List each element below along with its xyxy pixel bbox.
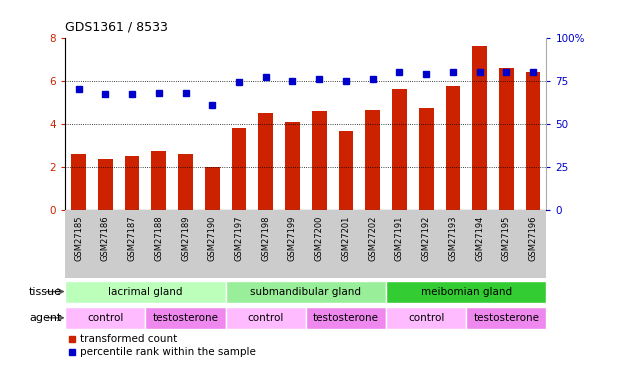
Bar (386, 280, 546, 303)
Bar (65, 307, 145, 329)
Bar (466, 307, 546, 329)
Text: transformed count: transformed count (79, 334, 177, 344)
Bar (152, 151, 166, 210)
Bar (65, 280, 225, 303)
Bar (306, 307, 386, 329)
Text: GSM27201: GSM27201 (342, 215, 350, 261)
Text: submandibular gland: submandibular gland (250, 286, 361, 297)
Text: testosterone: testosterone (473, 313, 540, 323)
Bar (386, 307, 466, 329)
Text: tissue: tissue (29, 286, 62, 297)
Text: GSM27199: GSM27199 (288, 215, 297, 261)
Bar (125, 156, 139, 210)
Bar (392, 89, 407, 210)
Text: GSM27196: GSM27196 (528, 215, 538, 261)
Bar (98, 159, 112, 210)
Bar (205, 167, 220, 210)
Bar (338, 131, 353, 210)
Bar (419, 108, 433, 210)
Bar (71, 154, 86, 210)
Bar (258, 113, 273, 210)
Bar (232, 128, 247, 210)
Text: GSM27190: GSM27190 (208, 215, 217, 261)
Text: testosterone: testosterone (153, 313, 219, 323)
Bar (145, 307, 225, 329)
Text: control: control (248, 313, 284, 323)
Text: GSM27187: GSM27187 (127, 215, 137, 261)
Text: GSM27192: GSM27192 (422, 215, 430, 261)
Text: control: control (87, 313, 124, 323)
Text: GSM27188: GSM27188 (154, 215, 163, 261)
Text: GSM27189: GSM27189 (181, 215, 190, 261)
Bar (225, 307, 306, 329)
Text: GSM27185: GSM27185 (74, 215, 83, 261)
Bar (178, 154, 193, 210)
Bar (499, 68, 514, 210)
Text: GSM27198: GSM27198 (261, 215, 270, 261)
Text: control: control (408, 313, 445, 323)
Text: meibomian gland: meibomian gland (420, 286, 512, 297)
Text: agent: agent (30, 313, 62, 323)
Text: GDS1361 / 8533: GDS1361 / 8533 (65, 21, 168, 34)
Bar (473, 46, 487, 210)
Text: GSM27191: GSM27191 (395, 215, 404, 261)
Text: GSM27202: GSM27202 (368, 215, 377, 261)
Text: GSM27195: GSM27195 (502, 215, 511, 261)
Bar (312, 111, 327, 210)
Text: GSM27200: GSM27200 (315, 215, 324, 261)
Bar (225, 280, 386, 303)
Bar (526, 72, 540, 210)
Bar (365, 110, 380, 210)
Text: GSM27197: GSM27197 (235, 215, 243, 261)
Text: GSM27193: GSM27193 (448, 215, 458, 261)
Text: testosterone: testosterone (313, 313, 379, 323)
Text: percentile rank within the sample: percentile rank within the sample (79, 347, 255, 357)
Text: GSM27194: GSM27194 (475, 215, 484, 261)
Text: lacrimal gland: lacrimal gland (108, 286, 183, 297)
Bar (445, 86, 460, 210)
Bar (285, 122, 300, 210)
Text: GSM27186: GSM27186 (101, 215, 110, 261)
